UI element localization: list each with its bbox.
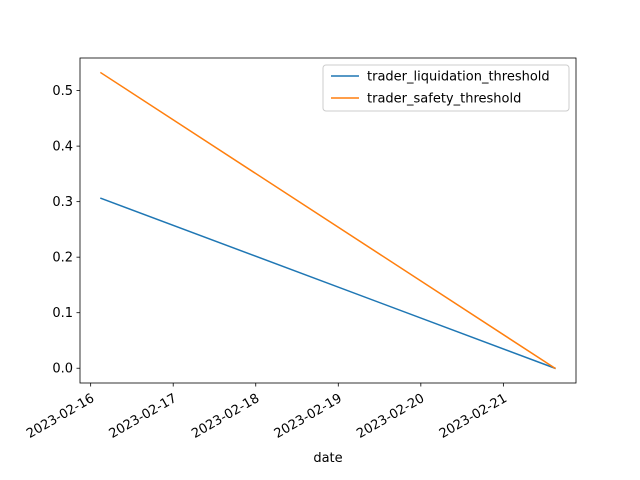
y-tick-label: 0.4	[52, 140, 73, 155]
y-tick-label: 0.3	[52, 195, 73, 210]
legend: trader_liquidation_threshold trader_safet…	[322, 64, 570, 112]
legend-label: trader_liquidation_threshold	[367, 70, 550, 85]
y-axis: 0.0 0.1 0.2 0.3 0.4 0.5	[52, 84, 80, 377]
y-tick-label: 0.0	[52, 362, 73, 377]
y-tick-label: 0.1	[52, 306, 73, 321]
y-tick-label: 0.5	[52, 84, 73, 99]
y-tick-label: 0.2	[52, 251, 73, 266]
series-line-trader-liquidation-threshold	[100, 197, 556, 370]
series-layer	[99, 71, 556, 370]
legend-label: trader_safety_threshold	[367, 92, 521, 107]
legend-box	[322, 64, 570, 112]
series-line-trader-safety-threshold	[99, 71, 556, 370]
x-axis-title: date	[313, 451, 342, 466]
axes-frame	[79, 57, 577, 384]
